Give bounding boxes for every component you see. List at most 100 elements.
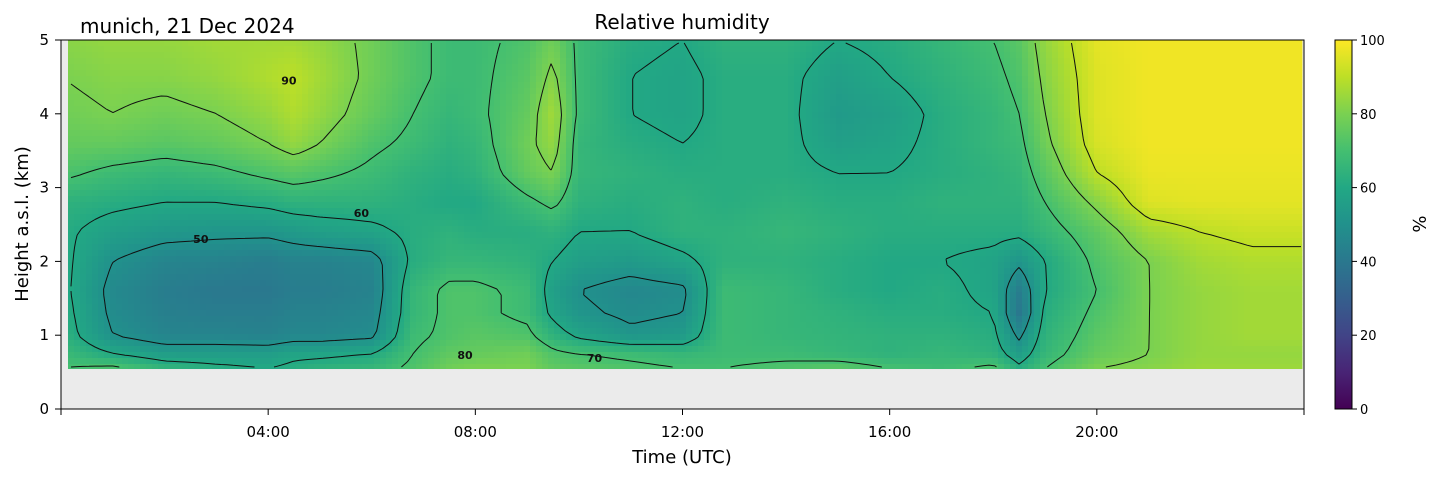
heatmap-cell [896, 130, 903, 137]
heatmap-cell [530, 160, 537, 167]
heatmap-cell [1244, 136, 1251, 143]
heatmap-cell [1088, 166, 1095, 173]
heatmap-cell [602, 64, 609, 71]
heatmap-cell [332, 64, 339, 71]
heatmap-cell [392, 46, 399, 53]
heatmap-cell [710, 118, 717, 125]
heatmap-cell [920, 70, 927, 77]
heatmap-cell [1130, 130, 1137, 137]
heatmap-cell [1274, 166, 1281, 173]
heatmap-cell [854, 118, 861, 125]
heatmap-cell [626, 142, 633, 149]
heatmap-cell [374, 148, 381, 155]
heatmap-cell [236, 100, 243, 107]
heatmap-cell [644, 124, 651, 131]
heatmap-cell [1082, 106, 1089, 113]
heatmap-cell [584, 130, 591, 137]
heatmap-cell [254, 142, 261, 149]
heatmap-cell [362, 64, 369, 71]
heatmap-cell [848, 130, 855, 137]
heatmap-cell [932, 142, 939, 149]
heatmap-cell [494, 112, 501, 119]
heatmap-cell [854, 76, 861, 83]
heatmap-cell [1250, 94, 1257, 101]
heatmap-cell [98, 88, 105, 95]
heatmap-cell [1136, 52, 1143, 59]
heatmap-cell [1268, 112, 1275, 119]
heatmap-cell [986, 160, 993, 167]
heatmap-cell [998, 100, 1005, 107]
heatmap-cell [350, 106, 357, 113]
heatmap-cell [386, 136, 393, 143]
heatmap-cell [530, 40, 537, 47]
heatmap-cell [224, 136, 231, 143]
heatmap-cell [656, 154, 663, 161]
heatmap-cell [956, 166, 963, 173]
heatmap-cell [836, 142, 843, 149]
heatmap-cell [1154, 142, 1161, 149]
heatmap-cell [446, 148, 453, 155]
heatmap-cell [800, 178, 807, 185]
heatmap-cell [1148, 172, 1155, 179]
heatmap-cell [98, 130, 105, 137]
heatmap-cell [566, 160, 573, 167]
heatmap-cell [848, 70, 855, 77]
heatmap-cell [446, 130, 453, 137]
heatmap-cell [254, 40, 261, 47]
heatmap-cell [338, 100, 345, 107]
heatmap-cell [662, 166, 669, 173]
heatmap-cell [1262, 112, 1269, 119]
heatmap-cell [572, 142, 579, 149]
heatmap-cell [536, 154, 543, 161]
heatmap-cell [1028, 106, 1035, 113]
heatmap-cell [818, 70, 825, 77]
heatmap-cell [668, 112, 675, 119]
heatmap-cell [854, 136, 861, 143]
heatmap-cell [890, 82, 897, 89]
heatmap-cell [788, 142, 795, 149]
heatmap-cell [974, 178, 981, 185]
heatmap-cell [500, 136, 507, 143]
heatmap-cell [554, 106, 561, 113]
heatmap-cell [260, 106, 267, 113]
heatmap-cell [458, 112, 465, 119]
heatmap-cell [236, 88, 243, 95]
heatmap-cell [1280, 40, 1287, 47]
heatmap-cell [422, 82, 429, 89]
heatmap-cell [1142, 58, 1149, 65]
heatmap-cell [602, 58, 609, 65]
heatmap-cell [236, 70, 243, 77]
heatmap-cell [422, 70, 429, 77]
heatmap-cell [104, 166, 111, 173]
heatmap-cell [998, 70, 1005, 77]
heatmap-cell [800, 46, 807, 53]
heatmap-cell [986, 40, 993, 47]
heatmap-cell [788, 172, 795, 179]
heatmap-cell [422, 94, 429, 101]
heatmap-cell [1106, 160, 1113, 167]
heatmap-cell [764, 136, 771, 143]
heatmap-cell [386, 106, 393, 113]
heatmap-cell [1268, 178, 1275, 185]
heatmap-cell [1052, 136, 1059, 143]
heatmap-cell [1178, 166, 1185, 173]
heatmap-cell [398, 166, 405, 173]
heatmap-cell [326, 100, 333, 107]
heatmap-cell [530, 94, 537, 101]
heatmap-cell [890, 166, 897, 173]
heatmap-cell [920, 52, 927, 59]
heatmap-cell [614, 76, 621, 83]
heatmap-cell [320, 184, 327, 191]
heatmap-cell [1232, 94, 1239, 101]
heatmap-cell [1214, 106, 1221, 113]
heatmap-cell [818, 178, 825, 185]
heatmap-cell [650, 130, 657, 137]
heatmap-cell [524, 160, 531, 167]
heatmap-cell [950, 166, 957, 173]
heatmap-cell [908, 136, 915, 143]
heatmap-cell [650, 178, 657, 185]
heatmap-cell [722, 106, 729, 113]
heatmap-cell [890, 46, 897, 53]
heatmap-cell [344, 46, 351, 53]
heatmap-cell [302, 118, 309, 125]
